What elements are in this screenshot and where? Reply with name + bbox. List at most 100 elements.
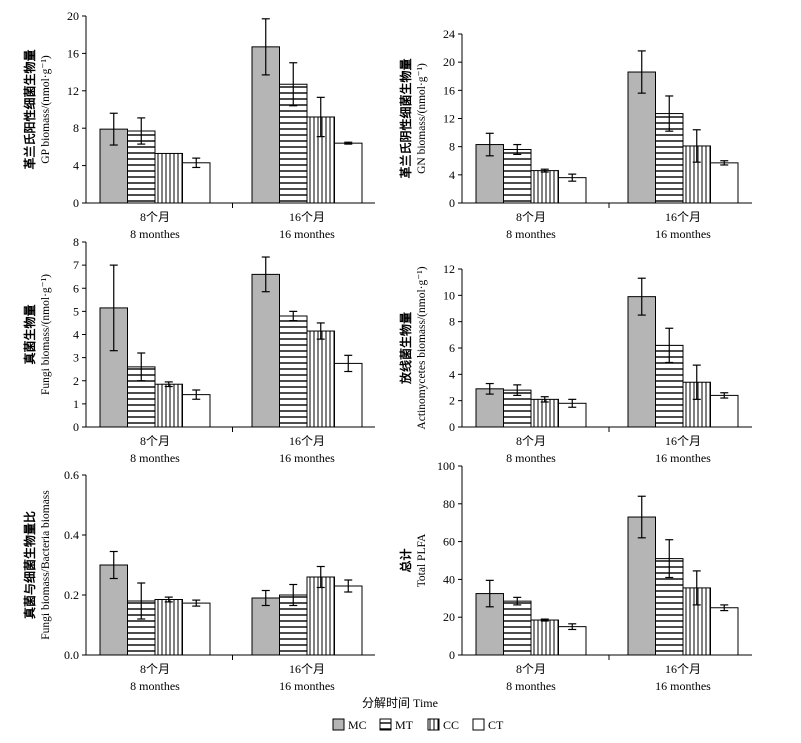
y-axis-title-cn: 革兰氏阳性细菌生物量 [22, 49, 37, 169]
chart-panel-top-right: 0 4 8 12 16 20 24 8个月 8 monthes 16个月 16 monthes 革兰氏… [398, 27, 752, 241]
x-category-label-cn: 8个月 [516, 434, 546, 448]
y-tick-label: 0.4 [64, 528, 79, 542]
bar-ct [182, 602, 211, 656]
x-category-label-en: 16 monthes [279, 227, 335, 241]
y-tick-label: 0 [73, 420, 79, 434]
legend-swatch-ct [472, 718, 485, 731]
x-category-label-cn: 8个月 [140, 434, 170, 448]
legend-swatch-cc [427, 718, 440, 731]
legend-label-mt: MT [395, 718, 414, 732]
bar-cc [530, 619, 559, 656]
x-category-label-cn: 8个月 [516, 662, 546, 676]
y-tick-label: 0 [449, 648, 455, 662]
y-axis-title-cn: 真菌生物量 [22, 304, 37, 364]
y-tick-label: 2 [449, 394, 455, 408]
y-axis-title-en: Actinomycetes biomass/(nmol·g⁻¹) [416, 266, 428, 429]
x-category-label-en: 16 monthes [655, 227, 711, 241]
y-tick-label: 20 [443, 55, 455, 69]
y-tick-label: 4 [73, 159, 79, 173]
y-tick-label: 80 [443, 497, 455, 511]
y-tick-label: 0 [73, 196, 79, 210]
y-axis-title-en: Fungi biomass/(nmol·g⁻¹) [40, 274, 52, 395]
y-tick-label: 0 [449, 196, 455, 210]
bar-cc [306, 330, 335, 428]
y-tick-label: 6 [449, 341, 455, 355]
bar-cc [154, 383, 183, 428]
y-tick-label: 16 [67, 46, 79, 60]
bar-mt [279, 315, 308, 428]
bar-ct [334, 142, 363, 204]
x-category-label-en: 8 monthes [506, 451, 556, 465]
bar-cc [306, 576, 335, 656]
y-tick-label: 24 [443, 27, 455, 41]
chart-panel-middle-left: 0 1 2 3 4 5 6 7 8 8个月 8 monthes 16个月 16 monthes 真菌生物量… [22, 235, 375, 465]
chart-panel-bottom-left: 0.0 0.2 0.4 0.6 8个月 8 monthes 16个月 16 monthes 真菌… [22, 468, 375, 693]
y-axis-title-en: Fungi biomass/Bacteria biomass [40, 490, 52, 640]
bar-mc [251, 273, 280, 428]
bar-ct [334, 585, 363, 656]
y-axis-title-cn: 放线菌生物量 [398, 312, 413, 385]
x-category-label-en: 16 monthes [655, 451, 711, 465]
y-axis-title-cn: 革兰氏阴性细菌生物量 [398, 58, 413, 178]
legend: MC MT CC CT [332, 718, 504, 732]
y-tick-label: 12 [67, 84, 79, 98]
bar-cc [154, 599, 183, 656]
y-tick-label: 0.2 [64, 588, 79, 602]
y-tick-label: 6 [73, 281, 79, 295]
y-tick-label: 4 [449, 168, 455, 182]
y-tick-label: 8 [449, 315, 455, 329]
y-tick-label: 2 [73, 374, 79, 388]
y-tick-label: 1 [73, 397, 79, 411]
legend-label-mc: MC [348, 718, 367, 732]
bar-cc [154, 152, 183, 204]
y-tick-label: 16 [443, 83, 455, 97]
x-category-label-cn: 16个月 [289, 662, 325, 676]
x-category-label-cn: 16个月 [289, 210, 325, 224]
x-category-label-cn: 16个月 [289, 434, 325, 448]
y-tick-label: 40 [443, 572, 455, 586]
bar-mc [475, 388, 504, 428]
x-category-label-en: 8 monthes [506, 679, 556, 693]
y-tick-label: 8 [73, 121, 79, 135]
x-category-label-en: 8 monthes [130, 679, 180, 693]
x-category-label-cn: 8个月 [140, 210, 170, 224]
y-tick-label: 20 [67, 9, 79, 23]
legend-label-cc: CC [443, 718, 459, 732]
bar-ct [558, 177, 587, 204]
bar-mc [627, 516, 656, 656]
y-tick-label: 4 [449, 367, 455, 381]
y-tick-label: 8 [449, 140, 455, 154]
y-tick-label: 12 [443, 262, 455, 276]
x-category-label-en: 8 monthes [130, 227, 180, 241]
legend-label-ct: CT [488, 718, 504, 732]
x-category-label-cn: 8个月 [140, 662, 170, 676]
x-category-label-en: 8 monthes [506, 227, 556, 241]
x-category-label-en: 16 monthes [279, 451, 335, 465]
y-axis-title-en: Total PLFA [416, 533, 428, 587]
bar-cc [530, 398, 559, 428]
x-category-label-en: 16 monthes [655, 679, 711, 693]
bar-mc [627, 296, 656, 428]
y-axis-title-en: GN biomass/(nmol·g⁻¹) [416, 63, 428, 174]
y-tick-label: 12 [443, 112, 455, 126]
bar-mc [99, 564, 128, 656]
chart-panel-bottom-right: 0 20 40 60 80 100 8个月 8 monthes 16个月 16 monthes 总计… [398, 459, 752, 693]
chart-panel-top-left: 0 4 8 12 16 20 8个月 8 monthes 16个月 16 monthes 革兰氏阳性… [22, 9, 375, 241]
bar-ct [182, 394, 211, 428]
y-axis-title-en: GP biomass/(nmol·g⁻¹) [40, 55, 52, 164]
bar-mc [251, 597, 280, 656]
y-tick-label: 60 [443, 535, 455, 549]
y-tick-label: 8 [73, 235, 79, 249]
x-category-label-cn: 16个月 [665, 434, 701, 448]
bar-cc [530, 170, 559, 204]
bar-ct [710, 607, 739, 656]
y-axis-title-cn: 真菌与细菌生物量比 [22, 511, 37, 619]
y-tick-label: 10 [443, 288, 455, 302]
x-category-label-cn: 16个月 [665, 210, 701, 224]
y-tick-label: 0.6 [64, 468, 79, 482]
y-tick-label: 0.0 [64, 648, 79, 662]
x-category-label-en: 8 monthes [130, 451, 180, 465]
chart-panel-middle-right: 0 2 4 6 8 10 12 8个月 8 monthes 16个月 16 monthes 放线菌生物… [398, 262, 752, 465]
